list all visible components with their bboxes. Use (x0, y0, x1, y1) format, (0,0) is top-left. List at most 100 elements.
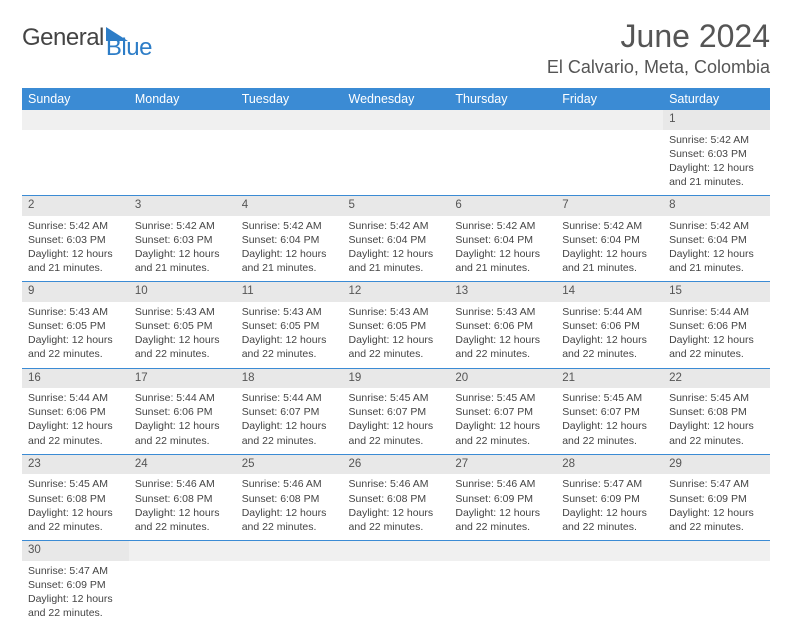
day-number-row: 9101112131415 (22, 282, 770, 302)
day-number-cell (22, 110, 129, 130)
calendar-table: Sunday Monday Tuesday Wednesday Thursday… (22, 88, 770, 626)
day-content-row: Sunrise: 5:43 AMSunset: 6:05 PMDaylight:… (22, 302, 770, 368)
sunset-line: Sunset: 6:04 PM (242, 233, 337, 247)
day-number-cell: 2 (22, 196, 129, 216)
logo-text-general: General (22, 24, 104, 52)
sunrise-line: Sunrise: 5:44 AM (28, 391, 123, 405)
sunset-line: Sunset: 6:03 PM (28, 233, 123, 247)
sunrise-line: Sunrise: 5:43 AM (455, 305, 550, 319)
day-number-cell: 18 (236, 368, 343, 388)
sunrise-line: Sunrise: 5:45 AM (28, 477, 123, 491)
day-content-cell: Sunrise: 5:42 AMSunset: 6:04 PMDaylight:… (663, 216, 770, 282)
day-number-cell (129, 541, 236, 561)
daylight-line: Daylight: 12 hours and 21 minutes. (28, 247, 123, 275)
daylight-line: Daylight: 12 hours and 21 minutes. (562, 247, 657, 275)
sunset-line: Sunset: 6:03 PM (669, 147, 764, 161)
weekday-header-row: Sunday Monday Tuesday Wednesday Thursday… (22, 88, 770, 110)
day-content-cell: Sunrise: 5:42 AMSunset: 6:04 PMDaylight:… (236, 216, 343, 282)
day-number-cell (449, 541, 556, 561)
sunset-line: Sunset: 6:05 PM (28, 319, 123, 333)
daylight-line: Daylight: 12 hours and 22 minutes. (28, 333, 123, 361)
daylight-line: Daylight: 12 hours and 21 minutes. (455, 247, 550, 275)
day-content-cell (343, 561, 450, 626)
day-content-cell (449, 130, 556, 196)
day-number-cell: 7 (556, 196, 663, 216)
day-number-cell: 15 (663, 282, 770, 302)
sunset-line: Sunset: 6:08 PM (669, 405, 764, 419)
day-number-cell: 5 (343, 196, 450, 216)
day-number-cell: 6 (449, 196, 556, 216)
day-number-cell: 9 (22, 282, 129, 302)
day-number-cell: 27 (449, 454, 556, 474)
sunset-line: Sunset: 6:07 PM (455, 405, 550, 419)
sunrise-line: Sunrise: 5:42 AM (562, 219, 657, 233)
logo-text-blue: Blue (106, 34, 152, 62)
day-number-cell: 4 (236, 196, 343, 216)
day-number-cell (343, 110, 450, 130)
day-number-cell (343, 541, 450, 561)
sunrise-line: Sunrise: 5:43 AM (349, 305, 444, 319)
sunset-line: Sunset: 6:09 PM (562, 492, 657, 506)
weekday-header: Monday (129, 88, 236, 110)
sunrise-line: Sunrise: 5:42 AM (455, 219, 550, 233)
day-number-cell: 29 (663, 454, 770, 474)
sunrise-line: Sunrise: 5:45 AM (455, 391, 550, 405)
day-content-cell (236, 130, 343, 196)
sunrise-line: Sunrise: 5:43 AM (28, 305, 123, 319)
sunset-line: Sunset: 6:04 PM (349, 233, 444, 247)
day-content-cell: Sunrise: 5:45 AMSunset: 6:08 PMDaylight:… (663, 388, 770, 454)
day-content-cell: Sunrise: 5:44 AMSunset: 6:06 PMDaylight:… (129, 388, 236, 454)
daylight-line: Daylight: 12 hours and 22 minutes. (28, 419, 123, 447)
daylight-line: Daylight: 12 hours and 22 minutes. (28, 506, 123, 534)
day-number-cell (556, 110, 663, 130)
sunset-line: Sunset: 6:03 PM (135, 233, 230, 247)
sunset-line: Sunset: 6:06 PM (562, 319, 657, 333)
sunrise-line: Sunrise: 5:47 AM (562, 477, 657, 491)
sunrise-line: Sunrise: 5:47 AM (28, 564, 123, 578)
sunrise-line: Sunrise: 5:45 AM (349, 391, 444, 405)
day-content-cell (449, 561, 556, 626)
day-number-row: 1 (22, 110, 770, 130)
daylight-line: Daylight: 12 hours and 22 minutes. (135, 333, 230, 361)
day-number-cell: 19 (343, 368, 450, 388)
daylight-line: Daylight: 12 hours and 21 minutes. (669, 161, 764, 189)
day-number-row: 30 (22, 541, 770, 561)
day-content-cell (556, 561, 663, 626)
sunrise-line: Sunrise: 5:42 AM (135, 219, 230, 233)
day-content-cell (129, 561, 236, 626)
day-content-cell: Sunrise: 5:42 AMSunset: 6:03 PMDaylight:… (129, 216, 236, 282)
day-number-cell (236, 110, 343, 130)
day-number-cell (663, 541, 770, 561)
day-number-cell: 3 (129, 196, 236, 216)
day-content-cell: Sunrise: 5:46 AMSunset: 6:08 PMDaylight:… (343, 474, 450, 540)
daylight-line: Daylight: 12 hours and 21 minutes. (135, 247, 230, 275)
day-number-cell: 25 (236, 454, 343, 474)
daylight-line: Daylight: 12 hours and 22 minutes. (242, 333, 337, 361)
daylight-line: Daylight: 12 hours and 22 minutes. (455, 506, 550, 534)
day-content-cell: Sunrise: 5:42 AMSunset: 6:03 PMDaylight:… (22, 216, 129, 282)
daylight-line: Daylight: 12 hours and 21 minutes. (669, 247, 764, 275)
sunset-line: Sunset: 6:07 PM (562, 405, 657, 419)
daylight-line: Daylight: 12 hours and 22 minutes. (349, 506, 444, 534)
day-content-cell: Sunrise: 5:43 AMSunset: 6:05 PMDaylight:… (343, 302, 450, 368)
day-content-cell: Sunrise: 5:47 AMSunset: 6:09 PMDaylight:… (663, 474, 770, 540)
sunset-line: Sunset: 6:06 PM (455, 319, 550, 333)
day-number-cell: 11 (236, 282, 343, 302)
day-content-cell (343, 130, 450, 196)
sunrise-line: Sunrise: 5:44 AM (242, 391, 337, 405)
day-number-cell: 17 (129, 368, 236, 388)
daylight-line: Daylight: 12 hours and 22 minutes. (135, 419, 230, 447)
weekday-header: Saturday (663, 88, 770, 110)
sunset-line: Sunset: 6:04 PM (455, 233, 550, 247)
day-content-cell: Sunrise: 5:43 AMSunset: 6:05 PMDaylight:… (129, 302, 236, 368)
day-number-cell (129, 110, 236, 130)
day-content-cell: Sunrise: 5:42 AMSunset: 6:04 PMDaylight:… (449, 216, 556, 282)
day-content-row: Sunrise: 5:42 AMSunset: 6:03 PMDaylight:… (22, 216, 770, 282)
day-content-cell: Sunrise: 5:43 AMSunset: 6:05 PMDaylight:… (22, 302, 129, 368)
sunset-line: Sunset: 6:09 PM (28, 578, 123, 592)
daylight-line: Daylight: 12 hours and 22 minutes. (242, 419, 337, 447)
sunrise-line: Sunrise: 5:42 AM (242, 219, 337, 233)
sunrise-line: Sunrise: 5:46 AM (455, 477, 550, 491)
daylight-line: Daylight: 12 hours and 22 minutes. (455, 333, 550, 361)
weekday-header: Friday (556, 88, 663, 110)
